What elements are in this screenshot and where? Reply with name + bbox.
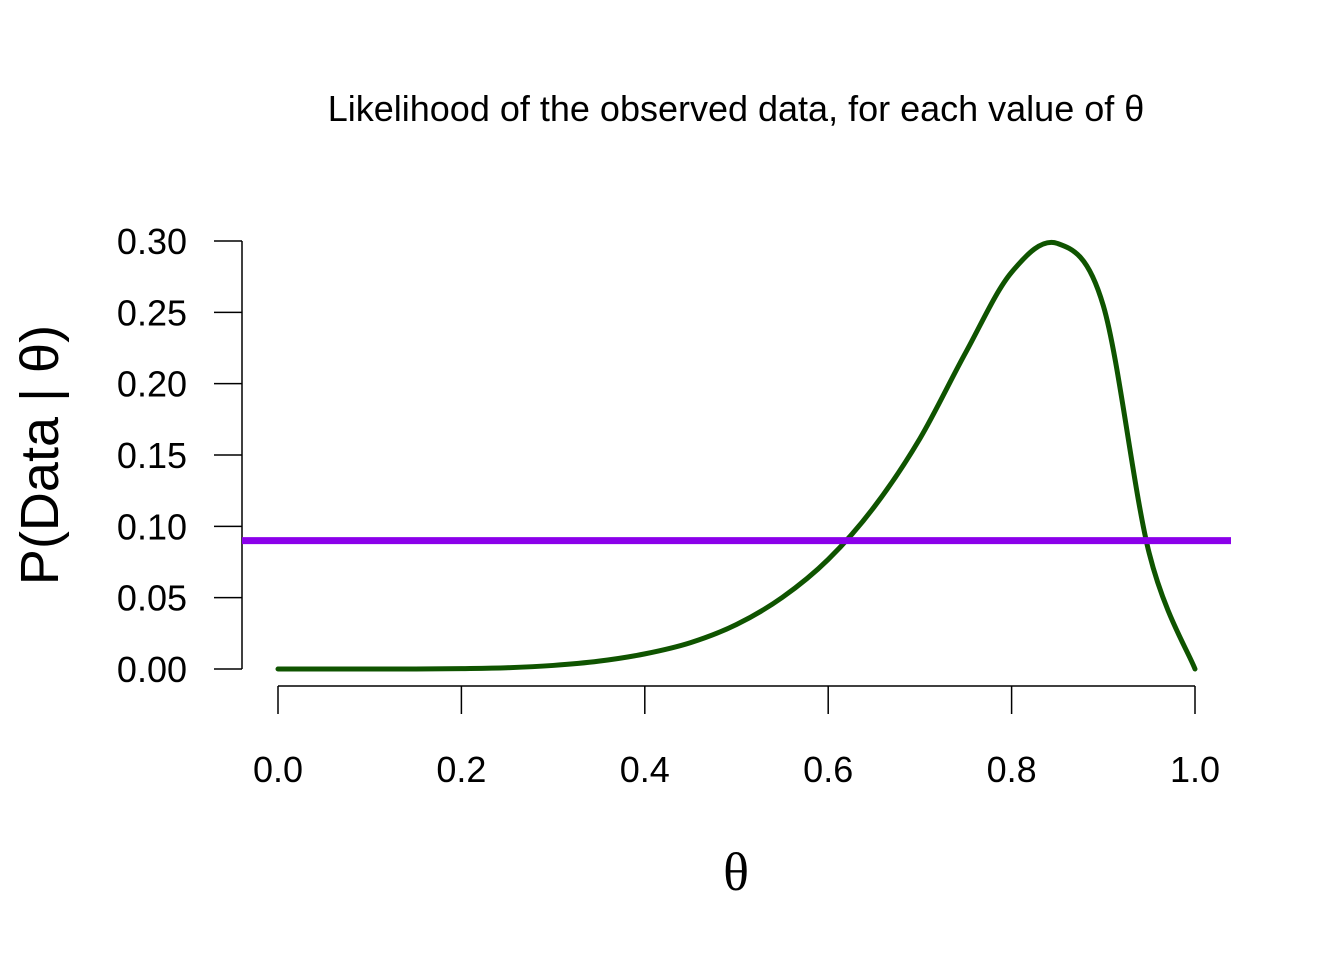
x-tick-label: 0.2 (436, 749, 486, 790)
y-tick-label: 0.10 (117, 506, 187, 547)
y-axis-label: P(Data | θ) (10, 325, 70, 585)
y-tick-label: 0.30 (117, 221, 187, 262)
x-axis: 0.0 0.2 0.4 0.6 0.8 1.0 (253, 685, 1220, 790)
y-axis: 0.00 0.05 0.10 0.15 0.20 0.25 0.30 (117, 221, 243, 690)
x-tick-label: 0.6 (803, 749, 853, 790)
x-tick-label: 0.0 (253, 749, 303, 790)
x-axis-label: θ (723, 842, 749, 902)
x-tick-label: 1.0 (1170, 749, 1220, 790)
y-tick-label: 0.25 (117, 292, 187, 333)
y-tick-label: 0.20 (117, 364, 187, 405)
chart-title: Likelihood of the observed data, for eac… (328, 88, 1145, 129)
x-tick-label: 0.4 (620, 749, 670, 790)
y-tick-label: 0.05 (117, 578, 187, 619)
x-tick-label: 0.8 (987, 749, 1037, 790)
likelihood-curve (275, 239, 1198, 672)
y-tick-label: 0.15 (117, 435, 187, 476)
series-layer (242, 239, 1231, 672)
likelihood-curve-path (275, 239, 1198, 672)
y-tick-label: 0.00 (117, 649, 187, 690)
